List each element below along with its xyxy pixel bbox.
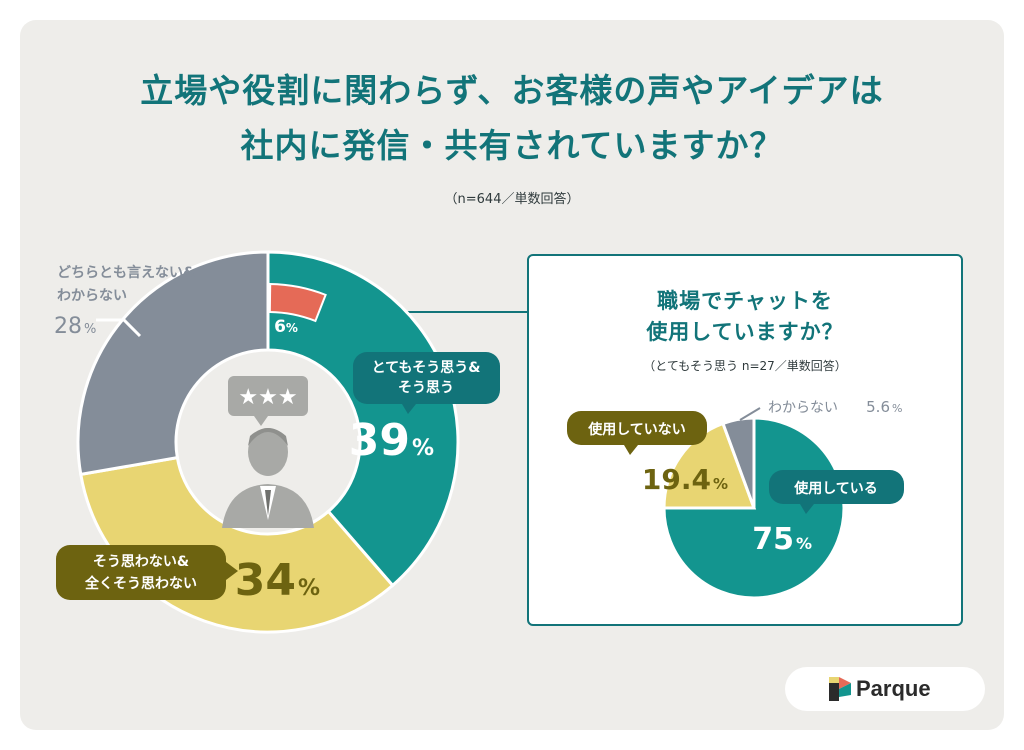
- neutral-unit: %: [84, 322, 96, 337]
- unknown-leader-line: [739, 407, 761, 421]
- panel-title-line-2: 使用していますか？: [646, 320, 844, 344]
- brand-name: Parque: [856, 676, 931, 701]
- donut-slice-positive: [266, 250, 460, 588]
- not-using-value: 19.4: [642, 463, 711, 496]
- negative-label-line-1: そう思わない&: [93, 554, 189, 570]
- title-line-2: 社内に発信・共有されていますか？: [240, 126, 784, 165]
- not-using-label-bubble: 使用していない: [567, 411, 707, 455]
- negative-unit: %: [298, 576, 320, 601]
- neutral-value: 28: [54, 314, 82, 339]
- negative-label-bubble: そう思わない& 全くそう思わない: [56, 545, 238, 600]
- unknown-value: 5.6: [866, 398, 890, 416]
- using-label: 使用している: [793, 480, 878, 497]
- using-unit: %: [796, 534, 812, 553]
- using-value: 75: [752, 522, 794, 557]
- neutral-leader-line: [96, 318, 142, 338]
- neutral-label-line-2: わからない: [57, 288, 127, 304]
- positive-value: 39: [349, 415, 410, 466]
- unknown-label: わからない: [768, 400, 838, 416]
- pie-slice-unknown: [721, 416, 756, 509]
- user-rating-icon: ★★★: [222, 376, 314, 528]
- neutral-label-line-1: どちらとも言えない&: [57, 264, 195, 281]
- positive-label-bubble: とてもそう思う& そう思う: [353, 352, 500, 414]
- negative-label-line-2: 全くそう思わない: [84, 575, 197, 592]
- unknown-unit: %: [892, 402, 902, 415]
- brand-logo-badge: [785, 667, 985, 711]
- donut-slice-neutral: [76, 250, 270, 477]
- parque-logo-icon: [829, 677, 851, 701]
- negative-value: 34: [235, 555, 296, 606]
- positive-unit: %: [412, 436, 434, 461]
- using-label-bubble: 使用している: [769, 470, 904, 514]
- highlight-value: 6%: [274, 317, 298, 337]
- pie-slice-not-using: [662, 421, 757, 510]
- positive-label-line-1: とてもそう思う&: [372, 360, 481, 376]
- not-using-label: 使用していない: [587, 421, 686, 438]
- svg-text:★★★: ★★★: [238, 385, 297, 410]
- donut-highlight-slice: [268, 283, 327, 323]
- not-using-unit: %: [713, 475, 728, 493]
- panel-title-line-1: 職場でチャットを: [657, 289, 833, 313]
- sample-note: （n=644／単数回答）: [444, 192, 580, 207]
- panel-sample-note: （とてもそう思う n=27／単数回答）: [643, 359, 847, 373]
- title-line-1: 立場や役割に関わらず、お客様の声やアイデアは: [140, 71, 884, 110]
- positive-label-line-2: そう思う: [398, 380, 454, 396]
